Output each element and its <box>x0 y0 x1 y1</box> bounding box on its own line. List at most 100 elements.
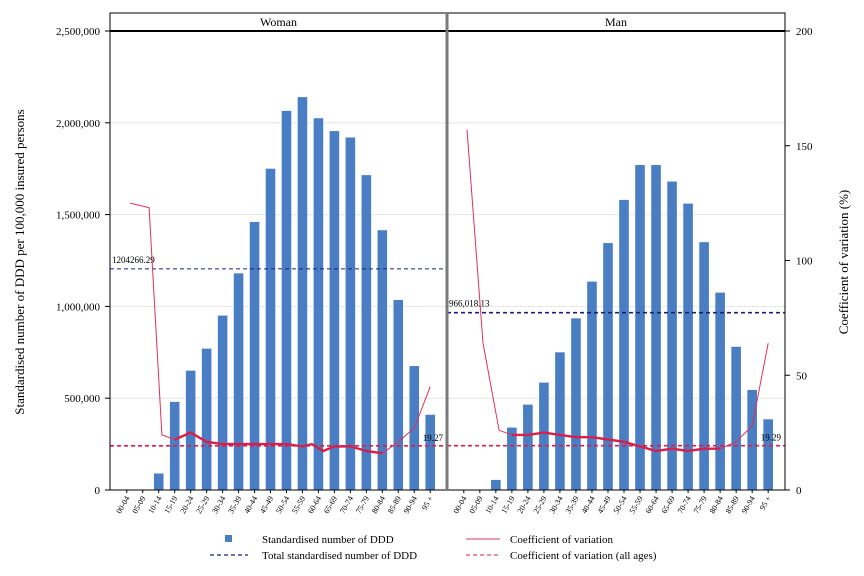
x-tick-label: 40-44 <box>580 495 597 516</box>
x-tick-label: 15-19 <box>499 495 516 516</box>
y2-tick-label: 200 <box>796 26 813 38</box>
y-tick-label: 2,000,000 <box>56 118 101 130</box>
panel-woman: Woman 1204266.29 19.27 00-0405-0910-1415-19… <box>109 12 448 516</box>
bar <box>185 370 196 490</box>
y2-tick-label: 50 <box>796 370 808 382</box>
x-tick-label: 80-84 <box>370 495 387 516</box>
bar <box>491 479 501 490</box>
bar <box>297 97 308 490</box>
bar <box>377 230 388 490</box>
x-tick-label: 05-09 <box>467 495 484 516</box>
x-tick-label: 00-04 <box>114 495 131 516</box>
x-tick-label: 45-49 <box>258 495 275 516</box>
bar <box>667 181 677 490</box>
bar <box>555 352 565 490</box>
x-tick-label: 60-64 <box>306 495 323 516</box>
x-tick-label: 25-29 <box>532 495 549 516</box>
y-tick-label: 500,000 <box>64 393 100 405</box>
bar <box>393 299 404 490</box>
x-tick-label: 75-79 <box>354 495 371 516</box>
bar <box>651 165 661 490</box>
y-tick-label: 1,000,000 <box>56 301 101 313</box>
x-tick-label: 95 + <box>420 494 435 511</box>
legend-cv-all-label: Coefficient of variation (all ages) <box>510 550 657 562</box>
total-label: 966,018.13 <box>449 299 490 309</box>
panel-title: Woman <box>260 15 297 29</box>
y2-tick-label: 150 <box>796 141 813 153</box>
bar <box>539 382 549 490</box>
bar <box>345 137 356 490</box>
x-tick-label: 55-59 <box>290 495 307 516</box>
y2-axis-title: Coefficient of variation (%) <box>836 190 851 335</box>
y-tick-label: 2,500,000 <box>56 26 101 38</box>
legend-bar-label: Standardised number of DDD <box>262 534 394 546</box>
bar <box>217 315 228 490</box>
x-tick-label: 30-34 <box>210 495 227 516</box>
x-tick-label: 30-34 <box>548 495 565 516</box>
x-tick-label: 75-79 <box>692 495 709 516</box>
bar <box>635 165 645 490</box>
cv-line-thick <box>174 431 383 455</box>
x-tick-label: 10-14 <box>483 495 500 516</box>
x-tick-label: 60-64 <box>644 495 661 516</box>
bar <box>731 346 741 490</box>
x-tick-label: 40-44 <box>242 495 259 516</box>
bar <box>619 199 629 491</box>
x-tick-label: 95 + <box>758 494 773 511</box>
bar <box>715 292 725 490</box>
bar <box>587 281 597 490</box>
y-tick-label: 0 <box>95 485 101 497</box>
cv-all-label: 19.29 <box>761 433 782 443</box>
x-tick-label: 85-89 <box>386 495 403 516</box>
x-tick-label: 50-54 <box>612 495 629 516</box>
bar <box>233 273 244 490</box>
bar <box>313 118 324 491</box>
chart-axes: 0 500,000 1,000,000 1,500,000 2,000,000 2,500… <box>56 13 813 497</box>
x-tick-label: 20-24 <box>178 495 195 516</box>
x-tick-label: 55-59 <box>628 495 645 516</box>
bar <box>523 404 533 490</box>
x-tick-label: 35-39 <box>564 495 581 516</box>
x-tick-label: 15-19 <box>162 495 179 516</box>
bar <box>747 389 757 490</box>
bar <box>361 175 372 490</box>
legend: Standardised number of DDD Coefficient o… <box>210 534 657 562</box>
bar <box>249 221 260 490</box>
y-tick-label: 1,500,000 <box>56 210 101 222</box>
x-tick-label: 80-84 <box>708 495 725 516</box>
bar <box>281 110 292 490</box>
x-tick-label: 35-39 <box>226 495 243 516</box>
x-tick-label: 90-94 <box>740 495 757 516</box>
bar <box>153 473 164 490</box>
cv-all-label: 19.27 <box>423 433 444 443</box>
x-tick-label: 05-09 <box>130 495 147 516</box>
x-tick-label: 10-14 <box>146 495 163 516</box>
cv-line-thick <box>511 431 721 453</box>
y-axis-title: Standardised number of DDD per 100,000 i… <box>12 109 27 414</box>
bar <box>507 427 517 490</box>
x-tick-label: 50-54 <box>274 495 291 516</box>
bar <box>571 318 581 490</box>
y2-tick-label: 0 <box>796 485 802 497</box>
legend-bar-swatch <box>225 535 232 542</box>
legend-cv-label: Coefficient of variation <box>510 534 614 546</box>
legend-total-label: Total standardised number of DDD <box>262 550 417 562</box>
x-tick-label: 00-04 <box>451 495 468 516</box>
bar <box>603 243 613 490</box>
x-tick-label: 70-74 <box>676 495 693 516</box>
bar <box>699 242 709 490</box>
bar <box>329 131 340 490</box>
x-tick-label: 20-24 <box>515 495 532 516</box>
x-tick-label: 70-74 <box>338 495 355 516</box>
panel-man: Man 966,018.13 19.29 00-0405-0910-1415-1920… <box>446 12 786 516</box>
x-tick-label: 65-69 <box>322 495 339 516</box>
bar <box>265 168 276 490</box>
x-tick-label: 25-29 <box>194 495 211 516</box>
x-tick-label: 65-69 <box>660 495 677 516</box>
bar <box>425 414 436 490</box>
x-tick-label: 90-94 <box>402 495 419 516</box>
bar <box>201 348 212 490</box>
x-tick-label: 85-89 <box>724 495 741 516</box>
panel-title: Man <box>605 15 627 29</box>
